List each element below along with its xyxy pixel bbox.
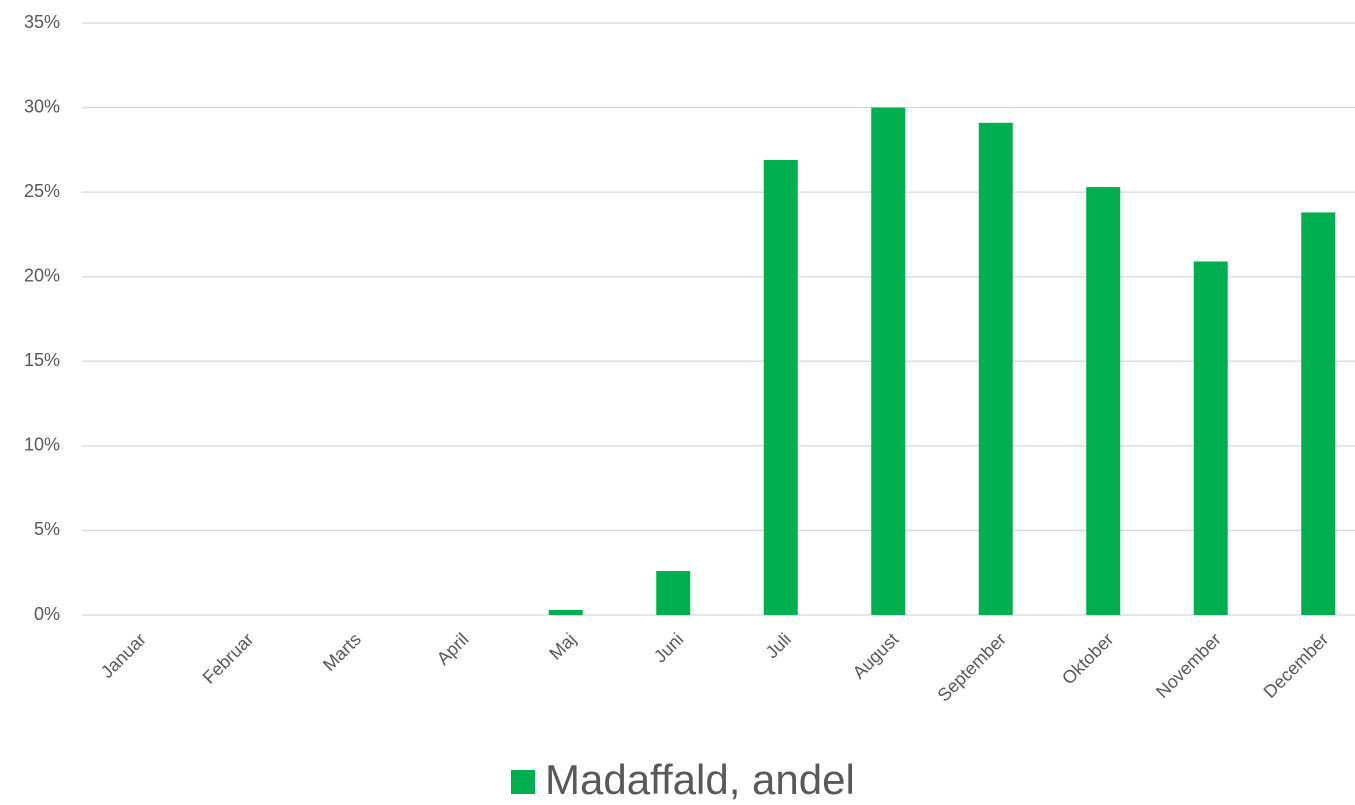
x-tick-label: August (849, 629, 903, 683)
y-tick-label: 15% (24, 350, 60, 370)
x-tick-label: November (1152, 629, 1225, 702)
bar (548, 609, 583, 615)
y-tick-label: 30% (24, 96, 60, 116)
bar (1193, 261, 1228, 615)
x-tick-label: April (433, 629, 473, 669)
bar (1301, 212, 1336, 615)
y-tick-label: 25% (24, 181, 60, 201)
legend-label: Madaffald, andel (545, 756, 855, 803)
x-tick-label: December (1260, 629, 1333, 702)
y-tick-label: 5% (34, 519, 60, 539)
x-tick-label: Juli (762, 629, 795, 662)
legend-swatch (511, 770, 535, 794)
x-tick-label: Oktober (1058, 629, 1117, 688)
bar (871, 107, 906, 616)
x-tick-label: Maj (545, 629, 580, 664)
y-tick-label: 35% (24, 12, 60, 32)
x-tick-label: Januar (97, 629, 150, 682)
x-tick-label: September (934, 629, 1010, 705)
y-tick-label: 20% (24, 265, 60, 285)
x-tick-label: Februar (199, 629, 258, 688)
x-tick-label: Juni (650, 629, 687, 666)
x-tick-label: Marts (319, 629, 365, 675)
bar (763, 160, 798, 615)
bar (978, 122, 1013, 616)
bar (656, 571, 691, 615)
bar (1086, 187, 1121, 615)
y-tick-label: 10% (24, 435, 60, 455)
y-tick-label: 0% (34, 604, 60, 624)
